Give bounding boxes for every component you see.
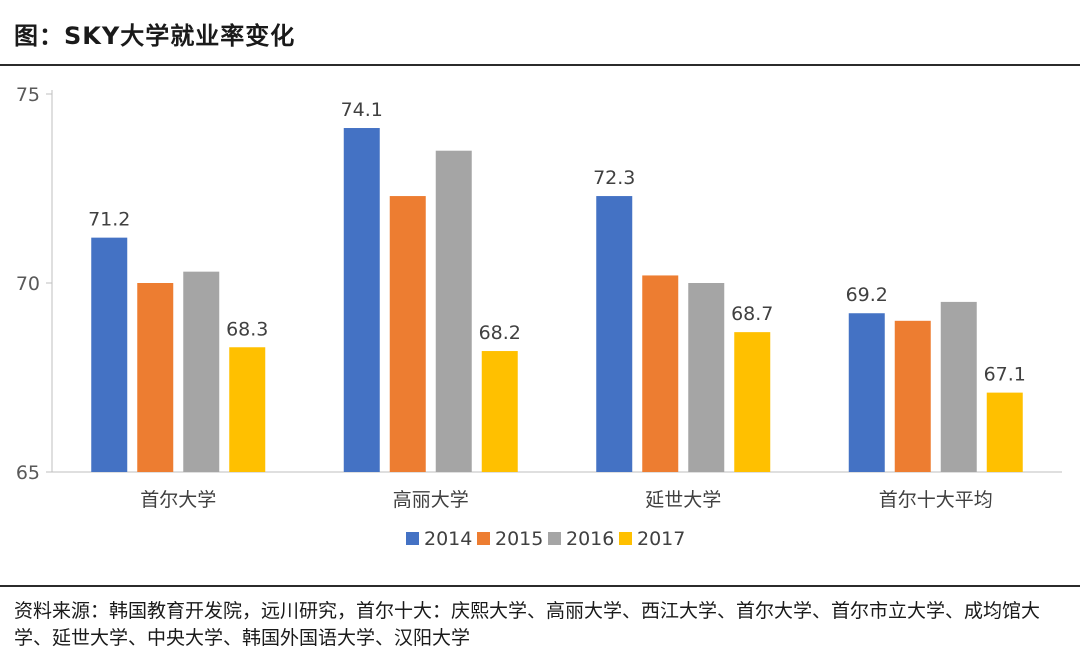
bar-2016-3: [940, 301, 977, 472]
chart-title: 图：SKY大学就业率变化: [14, 22, 296, 50]
legend-label: 2014: [424, 528, 472, 550]
source-note: 资料来源：韩国教育开发院，远川研究，首尔十大：庆熙大学、高丽大学、西江大学、首尔…: [14, 600, 1041, 649]
legend-swatch: [406, 532, 419, 545]
bar-2016-1: [435, 150, 472, 472]
y-tick-label: 70: [16, 273, 40, 295]
top-rule: [0, 64, 1080, 66]
data-label: 72.3: [593, 167, 635, 189]
legend-swatch: [477, 532, 490, 545]
data-label: 74.1: [341, 99, 383, 121]
category-label: 首尔大学: [140, 489, 216, 511]
data-label: 71.2: [88, 209, 130, 231]
legend-swatch: [619, 532, 632, 545]
data-label: 67.1: [984, 364, 1026, 386]
bar-2017-2: [734, 332, 771, 472]
data-label: 68.3: [226, 318, 268, 340]
bar-2014-0: [91, 237, 128, 472]
bar-2014-1: [343, 128, 380, 472]
legend-label: 2016: [566, 528, 614, 550]
category-label: 首尔十大平均: [879, 489, 993, 511]
bar-2017-3: [986, 392, 1023, 472]
legend-label: 2017: [637, 528, 685, 550]
bar-2017-1: [481, 351, 518, 472]
y-tick-label: 65: [16, 462, 40, 484]
bottom-rule: [0, 585, 1080, 587]
bar-2015-0: [137, 283, 174, 472]
bar-chart: 65 70 75 首尔大学 高丽大学 延世大学 首尔十大平均 71.2 68.3 74.1 68.2…: [16, 84, 1062, 550]
bar-2016-0: [183, 271, 220, 472]
category-label: 高丽大学: [393, 489, 469, 511]
bar-2014-3: [848, 313, 885, 472]
data-label: 69.2: [846, 284, 888, 306]
bar-2017-0: [229, 347, 266, 472]
bar-2015-2: [642, 275, 679, 472]
bar-2015-3: [894, 320, 931, 472]
legend-swatch: [548, 532, 561, 545]
data-label: 68.7: [731, 303, 773, 325]
data-label: 68.2: [479, 322, 521, 344]
bar-2014-2: [596, 196, 633, 472]
legend-label: 2015: [495, 528, 543, 550]
category-label: 延世大学: [645, 489, 721, 511]
y-tick-label: 75: [16, 84, 40, 106]
bar-2016-2: [688, 283, 725, 472]
bar-2015-1: [389, 196, 426, 472]
